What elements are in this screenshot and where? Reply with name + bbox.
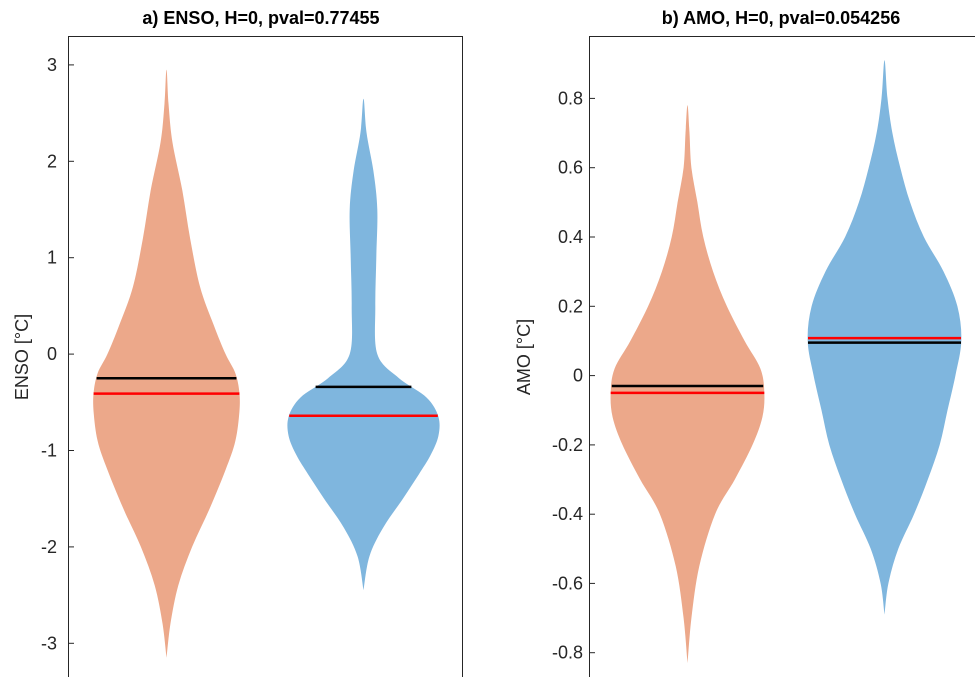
- panel-enso-y-tick-label: 3: [47, 55, 57, 75]
- panel-enso-y-tick-label: 1: [47, 248, 57, 268]
- panel-enso-y-tick-label: 2: [47, 151, 57, 171]
- panel-amo-y-axis-label: AMO [°C]: [514, 319, 534, 395]
- panel-enso-y-ticks: 3 2 1 0 -1 -2 -3: [41, 55, 74, 653]
- panel-amo-y-ticks: 0.8 0.6 0.4 0.2 0 -0.2 -0.4 -0.6 -0.8: [552, 88, 595, 663]
- panel-amo-y-tick-label: 0.4: [558, 227, 583, 247]
- panel-enso-axes-box: [68, 36, 463, 677]
- panel-amo-y-tick-label: 0: [573, 366, 583, 386]
- panel-enso-violin-2: [287, 98, 440, 591]
- panel-amo-violins: [610, 60, 962, 664]
- panel-amo-axes-box: [589, 36, 975, 677]
- panel-enso: a) ENSO, H=0, pval=0.77455 3 2 1 0 -1 -2 -3 EN…: [12, 8, 463, 677]
- panel-enso-y-tick-label: -3: [41, 633, 57, 653]
- panel-enso-y-tick-label: -2: [41, 537, 57, 557]
- panel-enso-title: a) ENSO, H=0, pval=0.77455: [142, 8, 379, 28]
- panel-amo-y-tick-label: -0.8: [552, 643, 583, 663]
- panel-enso-y-axis-label: ENSO [°C]: [12, 314, 32, 400]
- panel-enso-y-tick-label: -1: [41, 441, 57, 461]
- panel-amo-title: b) AMO, H=0, pval=0.054256: [662, 8, 900, 28]
- panel-amo-y-tick-label: 0.8: [558, 88, 583, 108]
- panel-amo-y-tick-label: -0.2: [552, 435, 583, 455]
- panel-enso-violins: [93, 69, 440, 658]
- panel-enso-y-tick-label: 0: [47, 344, 57, 364]
- panel-amo: b) AMO, H=0, pval=0.054256 0.80.60.40.20…: [514, 8, 975, 677]
- panel-amo-violin-1: [610, 105, 765, 664]
- panel-amo-y-tick-label: -0.4: [552, 504, 583, 524]
- panel-enso-violin-1: [93, 69, 240, 658]
- panel-amo-y-tick-label: 0.2: [558, 296, 583, 316]
- panel-amo-y-tick-label: -0.6: [552, 573, 583, 593]
- panel-amo-y-tick-label: 0.6: [558, 158, 583, 178]
